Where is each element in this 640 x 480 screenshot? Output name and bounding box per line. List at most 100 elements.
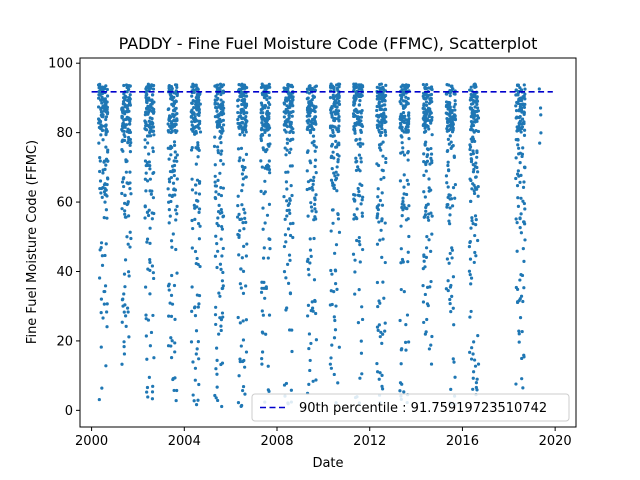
data-point — [189, 115, 193, 119]
data-point — [473, 165, 477, 169]
data-point — [515, 221, 519, 225]
data-point — [215, 106, 219, 110]
data-point — [516, 137, 520, 142]
data-point — [282, 86, 286, 90]
data-point — [450, 130, 455, 134]
data-point — [521, 185, 526, 189]
data-point — [446, 185, 450, 189]
data-point — [473, 364, 478, 368]
data-point — [314, 145, 318, 149]
data-point — [128, 93, 132, 97]
data-point — [169, 239, 174, 243]
data-point — [469, 276, 474, 280]
data-point — [221, 83, 226, 87]
data-point — [287, 253, 292, 257]
data-point — [469, 85, 473, 89]
data-point — [197, 210, 201, 214]
data-point — [358, 141, 362, 145]
data-point — [400, 214, 404, 218]
x-axis-label: Date — [312, 456, 343, 471]
data-point — [305, 97, 309, 101]
data-point — [354, 83, 358, 87]
data-point — [168, 193, 172, 197]
data-point — [376, 119, 380, 123]
data-point — [522, 201, 526, 206]
data-point — [120, 298, 125, 302]
data-point — [361, 85, 365, 89]
data-point — [425, 235, 429, 239]
data-point — [213, 180, 217, 184]
data-point — [472, 183, 476, 187]
data-point — [150, 390, 155, 394]
data-point — [241, 108, 246, 113]
data-point — [123, 212, 127, 216]
data-point — [219, 324, 223, 328]
data-point — [398, 115, 403, 119]
data-point — [520, 377, 524, 381]
data-point — [309, 309, 313, 313]
data-point — [451, 127, 455, 131]
data-point — [128, 122, 132, 126]
data-point — [407, 111, 411, 115]
data-point — [471, 352, 475, 356]
data-point — [145, 179, 150, 183]
data-point — [190, 309, 194, 313]
data-point — [424, 209, 428, 213]
data-point — [121, 100, 126, 104]
data-point — [330, 302, 334, 307]
data-point — [375, 126, 380, 130]
data-point — [288, 125, 293, 129]
data-point — [99, 311, 103, 315]
data-point — [264, 332, 268, 336]
data-point — [216, 398, 220, 403]
data-point — [144, 93, 148, 98]
data-point — [291, 235, 295, 240]
data-point — [351, 252, 356, 256]
data-point — [357, 288, 361, 292]
data-point — [192, 119, 197, 123]
data-point — [332, 315, 336, 319]
data-point — [221, 246, 225, 251]
data-point — [355, 238, 359, 243]
data-point — [310, 185, 314, 190]
data-point — [421, 123, 426, 127]
data-point — [99, 124, 103, 128]
x-tick-label: 2012 — [353, 434, 386, 449]
data-point — [100, 254, 104, 258]
data-point — [405, 178, 409, 182]
data-point — [289, 129, 293, 133]
data-point — [358, 243, 362, 247]
data-point — [196, 398, 200, 402]
data-point — [359, 351, 364, 355]
data-point — [104, 145, 108, 149]
data-point — [377, 323, 381, 327]
data-point — [352, 217, 356, 221]
data-point — [127, 274, 131, 278]
data-point — [476, 334, 480, 338]
data-point — [311, 182, 315, 187]
data-point — [105, 112, 110, 116]
data-point — [453, 108, 457, 112]
data-point — [476, 185, 480, 189]
data-point — [422, 215, 427, 219]
data-point — [538, 106, 543, 110]
data-point — [99, 133, 103, 137]
data-point — [375, 325, 380, 329]
data-point — [427, 101, 432, 106]
data-point — [217, 124, 222, 128]
data-point — [429, 362, 434, 366]
data-point — [380, 203, 385, 207]
data-point — [146, 141, 150, 145]
data-point — [313, 299, 317, 303]
data-point — [352, 87, 356, 91]
data-point — [359, 130, 363, 134]
data-point — [126, 201, 130, 206]
data-point — [469, 199, 473, 204]
data-point — [143, 216, 147, 220]
data-point — [357, 118, 361, 122]
data-point — [429, 85, 434, 89]
data-point — [398, 389, 402, 393]
data-point — [357, 103, 362, 107]
data-point — [216, 102, 220, 106]
data-point — [446, 288, 450, 293]
